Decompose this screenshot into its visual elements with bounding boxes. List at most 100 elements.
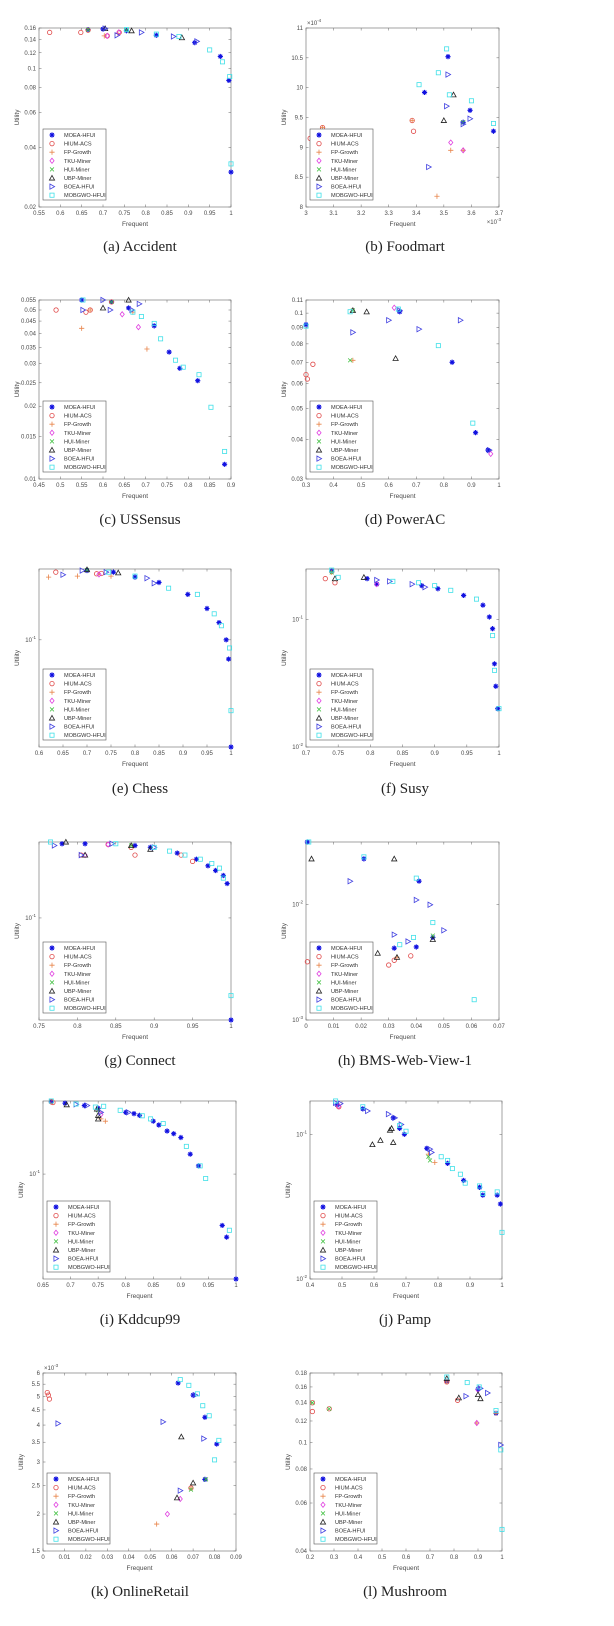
data-point bbox=[50, 1099, 56, 1106]
data-point bbox=[136, 300, 143, 308]
data-point bbox=[138, 314, 144, 319]
x-tick-label: 0.5 bbox=[378, 1555, 387, 1561]
data-point bbox=[377, 1136, 384, 1143]
data-point bbox=[185, 591, 191, 597]
legend-marker bbox=[316, 140, 322, 147]
data-point bbox=[446, 92, 452, 98]
y-tick-label: 10-1 bbox=[25, 635, 36, 644]
x-tick-label: 0.9 bbox=[179, 751, 188, 757]
legend-marker bbox=[53, 1264, 59, 1270]
data-point bbox=[401, 1131, 407, 1137]
data-point bbox=[46, 1396, 53, 1402]
data-point bbox=[445, 71, 452, 78]
data-point bbox=[397, 1125, 403, 1131]
legend-entry: HIUM-ACS bbox=[68, 1214, 96, 1220]
data-point bbox=[84, 1102, 91, 1109]
data-point bbox=[493, 1408, 499, 1414]
data-point bbox=[405, 938, 412, 945]
data-point bbox=[166, 585, 172, 591]
legend-marker bbox=[49, 945, 55, 951]
x-tick-label: 1 bbox=[500, 1555, 504, 1561]
data-point bbox=[386, 962, 392, 968]
x-tick-label: 0.6 bbox=[370, 1283, 379, 1289]
y-tick-label: 0.04 bbox=[24, 145, 36, 151]
data-point bbox=[445, 1157, 451, 1163]
data-point bbox=[107, 306, 114, 314]
legend-marker bbox=[49, 132, 55, 138]
data-point bbox=[495, 706, 501, 712]
data-point bbox=[177, 365, 183, 371]
legend-entry: HIUM-ACS bbox=[331, 682, 359, 688]
legend-marker bbox=[316, 953, 322, 960]
y-tick-label: 1.5 bbox=[32, 1549, 41, 1555]
legend: MOEA-HFUI HIUM-ACS FP-Growth TKU-Miner HUI-M… bbox=[313, 1472, 378, 1545]
legend-marker bbox=[315, 174, 323, 181]
data-point bbox=[369, 1141, 376, 1148]
x-tick-label: 0.7 bbox=[402, 1283, 411, 1289]
x-tick-label: 3.2 bbox=[357, 211, 366, 217]
data-point bbox=[450, 91, 457, 98]
x-tick-label: 0.8 bbox=[450, 1555, 459, 1561]
data-point bbox=[416, 878, 422, 884]
data-point bbox=[309, 1400, 316, 1406]
data-point bbox=[303, 322, 309, 328]
legend-marker bbox=[316, 689, 322, 695]
legend-entry: MOBGWO-HFUI bbox=[68, 1537, 110, 1543]
legend-entry: TKU-Miner bbox=[331, 699, 358, 705]
legend: MOEA-HFUI HIUM-ACS FP-Growth TKU-Miner HUI-M… bbox=[42, 941, 107, 1014]
x-tick-label: 0 bbox=[41, 1555, 45, 1561]
data-point bbox=[62, 1100, 68, 1106]
legend-marker bbox=[316, 962, 322, 968]
legend-entry: MOBGWO-HFUI bbox=[335, 1265, 377, 1271]
legend-marker bbox=[49, 404, 55, 410]
data-point bbox=[349, 306, 357, 313]
y-tick-label: 8.5 bbox=[295, 175, 304, 181]
x-tick-label: 1 bbox=[497, 751, 501, 757]
data-point bbox=[448, 139, 454, 146]
legend-entry: MOBGWO-HFUI bbox=[335, 1537, 377, 1543]
x-tick-label: 0.75 bbox=[332, 751, 344, 757]
y-tick-label: 0.14 bbox=[295, 1401, 307, 1407]
x-tick-label: 0.95 bbox=[187, 1024, 199, 1030]
legend-entry: UBP-Miner bbox=[64, 176, 91, 182]
legend-entry: TKU-Miner bbox=[64, 159, 91, 165]
data-point bbox=[397, 307, 404, 314]
y-tick-label: 0.12 bbox=[295, 1419, 307, 1425]
legend-entry: MOEA-HFUI bbox=[335, 1205, 367, 1211]
data-point bbox=[206, 1413, 212, 1419]
data-point bbox=[496, 706, 502, 712]
y-tick-label: 0.1 bbox=[295, 311, 304, 317]
x-tick-label: 0.03 bbox=[101, 1555, 113, 1561]
data-point bbox=[422, 583, 429, 591]
data-point bbox=[74, 573, 80, 579]
legend-marker bbox=[49, 421, 55, 427]
data-point bbox=[460, 147, 466, 154]
legend: MOEA-HFUI HIUM-ACS FP-Growth TKU-Miner HUI-M… bbox=[42, 668, 107, 741]
legend-entry: HUI-Miner bbox=[331, 980, 357, 986]
data-point bbox=[123, 1109, 129, 1115]
data-point bbox=[196, 372, 202, 378]
legend-marker bbox=[52, 1246, 60, 1253]
legend-entry: UBP-Miner bbox=[331, 989, 358, 995]
data-point bbox=[474, 1391, 482, 1398]
data-point bbox=[211, 611, 217, 617]
data-point bbox=[114, 32, 121, 39]
y-tick-label: 0.04 bbox=[24, 331, 36, 337]
x-tick-label: 0.75 bbox=[33, 1024, 45, 1030]
x-tick-label: 0.05 bbox=[438, 1024, 450, 1030]
data-point bbox=[430, 920, 436, 926]
y-tick-label: 3 bbox=[37, 1460, 41, 1466]
data-point bbox=[477, 1395, 484, 1402]
data-point bbox=[164, 1128, 170, 1134]
data-point bbox=[218, 623, 224, 629]
data-point bbox=[144, 346, 150, 352]
panel-caption: (a) Accident bbox=[103, 239, 178, 255]
y-tick-label: 5.5 bbox=[32, 1382, 41, 1388]
data-point bbox=[306, 839, 312, 845]
legend-marker bbox=[315, 446, 323, 453]
y-tick-label: 3.5 bbox=[32, 1440, 41, 1446]
legend-entry: TKU-Miner bbox=[64, 431, 91, 437]
y-tick-label: 2 bbox=[37, 1512, 41, 1518]
legend-box bbox=[42, 400, 107, 473]
x-axis-label: Frequent bbox=[126, 1565, 152, 1572]
